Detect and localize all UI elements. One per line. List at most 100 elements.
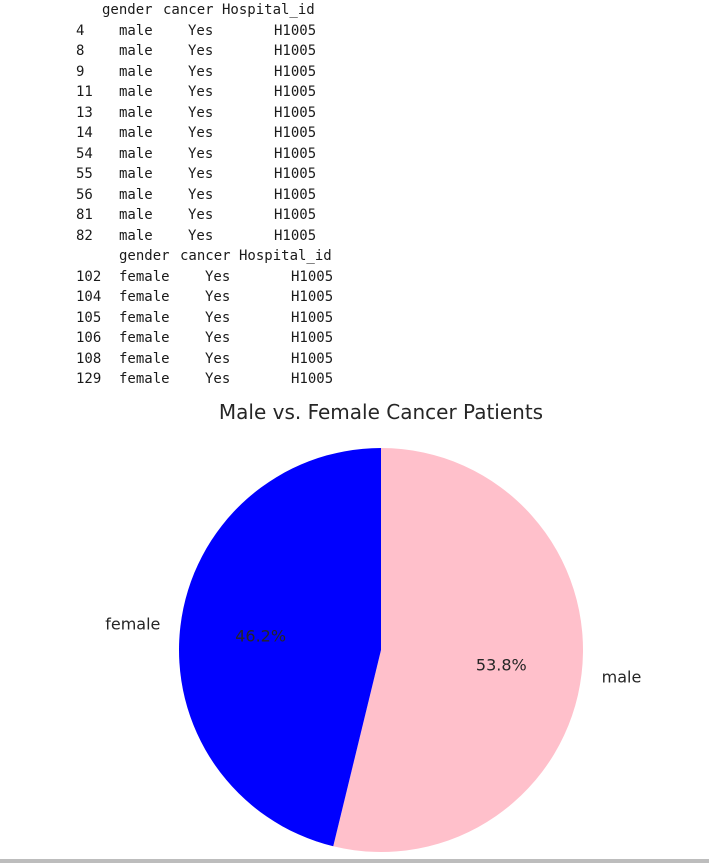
table-row: 82 male Yes H1005	[76, 226, 316, 247]
table-row: 104 female Yes H1005	[76, 287, 333, 308]
cell-gender: male	[119, 207, 153, 223]
cell-gender: female	[119, 309, 170, 326]
cell-hospital-id: H1005	[291, 309, 334, 326]
cell-hospital-id: H1005	[274, 145, 317, 162]
table-header-row: gender cancer Hospital_id	[76, 0, 315, 21]
row-index: 4	[76, 22, 85, 39]
cell-cancer: Yes	[188, 125, 214, 141]
pie-chart: Male vs. Female Cancer Patients 53.8% mal…	[105, 400, 642, 853]
cell-cancer: Yes	[205, 309, 231, 326]
cell-gender: male	[119, 43, 153, 59]
cell-hospital-id: H1005	[291, 268, 334, 285]
table-row: 8 male Yes H1005	[76, 41, 316, 62]
row-index: 8	[76, 43, 85, 59]
cell-gender: male	[119, 22, 153, 39]
row-index: 102	[76, 268, 102, 285]
table-row: 56 male Yes H1005	[76, 185, 316, 206]
bottom-divider	[0, 859, 709, 863]
column-header-gender: gender	[102, 2, 153, 18]
cell-cancer: Yes	[205, 371, 231, 387]
male-patients-table: gender cancer Hospital_id 4 male Yes H1005 8…	[76, 0, 316, 247]
cell-gender: female	[119, 330, 170, 346]
pie-slice-male	[333, 448, 584, 853]
slice-category-label-male: male	[602, 667, 642, 686]
cell-cancer: Yes	[188, 22, 214, 39]
cell-hospital-id: H1005	[274, 22, 317, 39]
cell-gender: female	[119, 289, 170, 305]
column-header-hospital-id: Hospital_id	[222, 2, 315, 18]
column-header-hospital-id: Hospital_id	[239, 248, 332, 264]
cell-hospital-id: H1005	[274, 104, 317, 121]
table-row: 105 female Yes H1005	[76, 308, 333, 329]
table-row: 106 female Yes H1005	[76, 328, 333, 349]
cell-hospital-id: H1005	[274, 125, 317, 141]
cell-cancer: Yes	[205, 330, 231, 346]
table-header-row: gender cancer Hospital_id	[76, 246, 332, 267]
row-index: 13	[76, 104, 93, 121]
column-header-gender: gender	[119, 248, 170, 264]
table-row: 129 female Yes H1005	[76, 369, 333, 390]
slice-category-label-female: female	[105, 615, 160, 634]
row-index: 81	[76, 207, 93, 223]
row-index: 54	[76, 145, 93, 162]
cell-hospital-id: H1005	[291, 350, 334, 367]
column-header-cancer: cancer	[180, 248, 231, 264]
cell-hospital-id: H1005	[291, 330, 334, 346]
table-row: 9 male Yes H1005	[76, 62, 316, 83]
slice-percent-label-female: 46.2%	[235, 627, 286, 646]
cell-cancer: Yes	[188, 186, 214, 203]
cell-hospital-id: H1005	[274, 166, 317, 182]
cell-cancer: Yes	[188, 227, 214, 244]
cell-gender: female	[119, 268, 170, 285]
row-index: 105	[76, 309, 102, 326]
cell-gender: male	[119, 125, 153, 141]
cell-hospital-id: H1005	[274, 207, 317, 223]
female-patients-table: gender cancer Hospital_id 102 female Yes H1…	[76, 246, 333, 390]
cell-cancer: Yes	[188, 207, 214, 223]
row-index: 106	[76, 330, 102, 346]
table-row: 55 male Yes H1005	[76, 164, 316, 185]
cell-cancer: Yes	[188, 84, 214, 100]
cell-gender: male	[119, 227, 153, 244]
row-index: 11	[76, 84, 93, 100]
row-index: 55	[76, 166, 93, 182]
row-index: 104	[76, 289, 102, 305]
table-row: 54 male Yes H1005	[76, 144, 316, 165]
row-index: 56	[76, 186, 93, 203]
table-row: 102 female Yes H1005	[76, 267, 333, 288]
chart-title: Male vs. Female Cancer Patients	[219, 400, 543, 424]
cell-gender: male	[119, 63, 153, 80]
cell-hospital-id: H1005	[274, 186, 317, 203]
cell-cancer: Yes	[188, 104, 214, 121]
row-index: 14	[76, 125, 93, 141]
cell-hospital-id: H1005	[274, 63, 317, 80]
slice-percent-label-male: 53.8%	[476, 655, 527, 674]
row-index: 82	[76, 227, 93, 244]
table-row: 108 female Yes H1005	[76, 349, 333, 370]
cell-cancer: Yes	[205, 268, 231, 285]
column-header-cancer: cancer	[163, 2, 214, 18]
cell-cancer: Yes	[205, 350, 231, 367]
cell-hospital-id: H1005	[274, 43, 317, 59]
cell-cancer: Yes	[188, 145, 214, 162]
cell-gender: female	[119, 371, 170, 387]
table-row: 81 male Yes H1005	[76, 205, 316, 226]
cell-gender: male	[119, 166, 153, 182]
pie-slice-female	[179, 448, 381, 847]
cell-cancer: Yes	[188, 43, 214, 59]
cell-cancer: Yes	[188, 63, 214, 80]
row-index: 108	[76, 350, 102, 367]
cell-gender: male	[119, 145, 153, 162]
cell-gender: male	[119, 84, 153, 100]
cell-hospital-id: H1005	[291, 289, 334, 305]
cell-hospital-id: H1005	[291, 371, 334, 387]
cell-hospital-id: H1005	[274, 84, 317, 100]
table-row: 11 male Yes H1005	[76, 82, 316, 103]
cell-hospital-id: H1005	[274, 227, 317, 244]
table-row: 4 male Yes H1005	[76, 21, 316, 42]
cell-gender: male	[119, 104, 153, 121]
table-row: 14 male Yes H1005	[76, 123, 316, 144]
cell-gender: male	[119, 186, 153, 203]
cell-gender: female	[119, 350, 170, 367]
